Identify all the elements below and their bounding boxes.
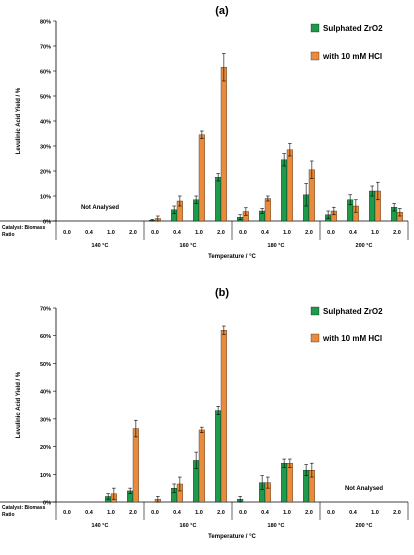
ratio-tick-label: 2.0: [217, 510, 225, 516]
ratio-tick-label: 0.4: [85, 230, 94, 236]
ratio-tick-label: 0.4: [349, 230, 358, 236]
y-tick-label: 70%: [40, 45, 51, 51]
bar-sulphated: [215, 177, 222, 222]
not-analysed-note: Not Analysed: [81, 205, 119, 211]
ratio-tick-label: 2.0: [305, 230, 313, 236]
legend-label: Sulphated ZrO2: [323, 307, 383, 316]
bar-hcl: [220, 67, 227, 222]
chart-panel-1: (a) 0% 10% 20% 30% 40% 50% 60% 70% 80% Levulinic A…: [0, 5, 409, 260]
not-analysed-note: Not Analysed: [345, 486, 383, 492]
legend-label: with 10 mM HCl: [322, 334, 382, 343]
ratio-tick-label: 0.0: [327, 510, 335, 516]
y-tick-label: 0%: [43, 220, 51, 226]
temperature-label: 200 °C: [356, 523, 373, 529]
bar-hcl: [198, 134, 205, 222]
ratio-tick-label: 1.0: [283, 510, 291, 516]
legend-swatch: [310, 306, 320, 316]
ratio-tick-label: 0.0: [239, 230, 247, 236]
ratio-tick-label: 0.4: [261, 510, 270, 516]
temperature-label: 160 °C: [180, 523, 197, 529]
bar-hcl: [286, 149, 293, 222]
ratio-tick-label: 0.0: [151, 510, 159, 516]
x-axis-label: Temperature / °C: [208, 254, 256, 260]
bar-hcl: [132, 428, 139, 503]
ratio-row-label: Catalyst: Biomass: [2, 225, 46, 231]
legend-swatch: [310, 23, 320, 33]
legend-label: Sulphated ZrO2: [323, 24, 383, 33]
ratio-tick-label: 2.0: [393, 510, 401, 516]
legend-label: with 10 mM HCl: [322, 52, 382, 61]
chart-panel-2: (b) 0% 10% 20% 30% 40% 50% 60% 70% Levulinic Acid…: [0, 287, 409, 540]
y-tick-label: 30%: [40, 417, 51, 423]
bar-hcl: [220, 330, 227, 503]
ratio-tick-label: 0.0: [63, 230, 71, 236]
panel-title: (a): [215, 5, 229, 17]
bar-hcl: [264, 198, 271, 222]
ratio-tick-label: 2.0: [305, 510, 313, 516]
ratio-tick-label: 2.0: [129, 510, 137, 516]
bar-hcl: [198, 429, 205, 503]
ratio-row-label: Catalyst: Biomass: [2, 505, 46, 511]
y-axis-label: Levulinic Acid Yield / %: [16, 371, 22, 438]
legend-swatch: [310, 51, 320, 61]
y-tick-label: 50%: [40, 95, 51, 101]
temperature-label: 180 °C: [268, 523, 285, 529]
ratio-tick-label: 0.0: [151, 230, 159, 236]
bar-sulphated: [281, 463, 288, 503]
ratio-tick-label: 1.0: [371, 510, 379, 516]
y-tick-label: 60%: [40, 70, 51, 76]
bar-sulphated: [215, 410, 222, 503]
ratio-tick-label: 0.0: [327, 230, 335, 236]
ratio-tick-label: 2.0: [393, 230, 401, 236]
ratio-tick-label: 0.4: [173, 230, 182, 236]
y-tick-label: 60%: [40, 334, 51, 340]
ratio-tick-label: 1.0: [195, 230, 203, 236]
y-tick-label: 10%: [40, 473, 51, 479]
y-tick-label: 40%: [40, 390, 51, 396]
ratio-tick-label: 2.0: [129, 230, 137, 236]
y-tick-label: 0%: [43, 501, 51, 507]
ratio-tick-label: 0.4: [85, 510, 94, 516]
y-tick-label: 40%: [40, 120, 51, 126]
ratio-tick-label: 0.0: [239, 510, 247, 516]
temperature-label: 180 °C: [268, 243, 285, 249]
ratio-tick-label: 1.0: [283, 230, 291, 236]
temperature-label: 160 °C: [180, 243, 197, 249]
y-tick-label: 30%: [40, 145, 51, 151]
bar-sulphated: [281, 159, 288, 222]
y-tick-label: 10%: [40, 195, 51, 201]
y-tick-label: 50%: [40, 362, 51, 368]
ratio-row-label-2: Ratio: [2, 512, 15, 518]
ratio-tick-label: 1.0: [107, 510, 115, 516]
x-axis-label: Temperature / °C: [208, 534, 256, 540]
ratio-tick-label: 0.4: [173, 510, 182, 516]
bar-hcl: [286, 463, 293, 503]
temperature-label: 140 °C: [92, 523, 109, 529]
y-tick-label: 70%: [40, 307, 51, 313]
y-tick-label: 20%: [40, 445, 51, 451]
ratio-tick-label: 2.0: [217, 230, 225, 236]
y-tick-label: 20%: [40, 170, 51, 176]
temperature-label: 140 °C: [92, 243, 109, 249]
panel-title: (b): [215, 287, 229, 299]
ratio-tick-label: 0.4: [349, 510, 358, 516]
ratio-tick-label: 1.0: [371, 230, 379, 236]
legend-swatch: [310, 333, 320, 343]
temperature-label: 200 °C: [356, 243, 373, 249]
y-axis-label: Levulinic Acid Yield / %: [16, 87, 22, 154]
ratio-tick-label: 1.0: [195, 510, 203, 516]
ratio-tick-label: 1.0: [107, 230, 115, 236]
ratio-row-label-2: Ratio: [2, 232, 15, 238]
ratio-tick-label: 0.0: [63, 510, 71, 516]
y-tick-label: 80%: [40, 20, 51, 26]
ratio-tick-label: 0.4: [261, 230, 270, 236]
